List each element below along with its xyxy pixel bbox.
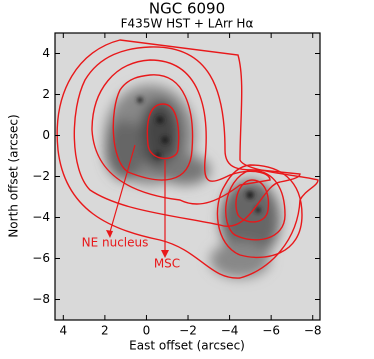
x-tick-label: −6: [262, 324, 280, 338]
chart-subtitle: F435W HST + LArr Hα: [121, 17, 254, 31]
annotation: MSC: [154, 257, 180, 271]
y-tick-label: 0: [42, 128, 50, 142]
image: [55, 33, 320, 320]
x-tick-label: 2: [101, 324, 109, 338]
y-tick-label: 2: [42, 87, 50, 101]
annotation: NE nucleus: [82, 236, 149, 250]
x-tick-label: 0: [143, 324, 151, 338]
y-tick-label: −6: [32, 251, 50, 265]
y-tick-label: −4: [32, 210, 50, 224]
y-tick-label: 4: [42, 46, 50, 60]
x-tick-label: −8: [304, 324, 322, 338]
x-axis-label: East offset (arcsec): [129, 339, 245, 353]
y-tick-label: −8: [32, 292, 50, 306]
x-tick-label: −4: [221, 324, 239, 338]
y-tick-label: −2: [32, 169, 50, 183]
x-tick-label: −2: [179, 324, 197, 338]
y-axis-label: North offset (arcsec): [7, 114, 21, 237]
x-tick-label: 4: [59, 324, 67, 338]
chart-title: NGC 6090: [149, 0, 225, 18]
